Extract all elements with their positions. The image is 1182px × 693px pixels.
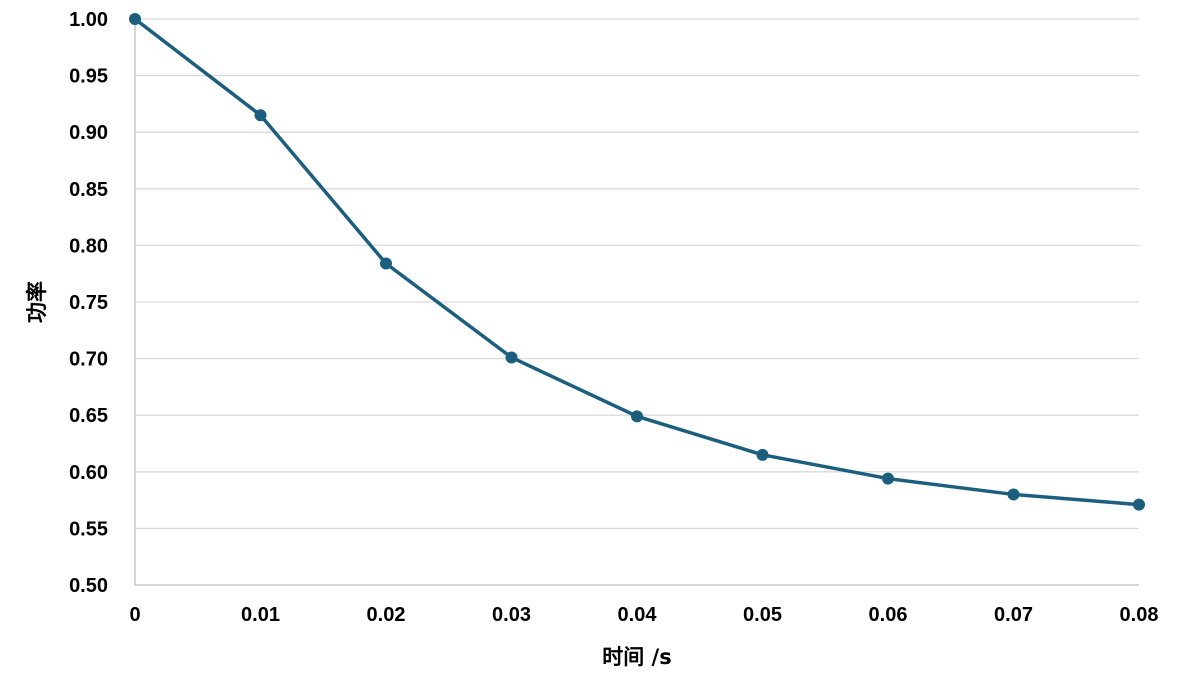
data-point	[129, 13, 141, 25]
axes	[134, 19, 1139, 586]
y-tick-labels: 0.50 0.55 0.60 0.65 0.70 0.75 0.80 0.85 0.90 0.95…	[69, 9, 108, 597]
y-tick-label: 0.65	[69, 405, 108, 427]
y-tick-label: 0.80	[69, 235, 108, 257]
x-tick-label: 0.01	[241, 604, 280, 626]
x-tick-labels: 0 0.01 0.02 0.03 0.04 0.05 0.06 0.07 0.08	[129, 604, 1158, 626]
x-tick-label: 0.04	[618, 604, 658, 626]
gridlines	[135, 18, 1139, 530]
y-tick-label: 0.90	[69, 122, 108, 144]
data-point	[254, 109, 267, 122]
x-axis-title: 时间 /s	[602, 645, 671, 669]
y-tick-label: 0.55	[69, 518, 108, 540]
y-tick-label: 0.85	[69, 179, 108, 201]
x-tick-label: 0.02	[367, 604, 406, 626]
data-point	[1133, 498, 1145, 511]
y-tick-label: 0.50	[69, 575, 108, 597]
data-point	[505, 351, 518, 364]
y-tick-label: 0.70	[69, 349, 108, 371]
data-point	[631, 410, 643, 423]
y-tick-label: 0.60	[69, 462, 108, 484]
x-tick-label: 0.06	[869, 604, 908, 626]
y-tick-label: 0.75	[69, 292, 108, 314]
x-tick-label: 0.07	[994, 604, 1033, 626]
series-group	[129, 13, 1145, 511]
y-tick-label: 1.00	[69, 9, 108, 31]
data-point	[1007, 488, 1020, 501]
series-line	[133, 17, 1141, 507]
data-point	[380, 257, 392, 270]
y-axis-title: 功率	[25, 281, 49, 323]
x-tick-label: 0	[129, 604, 140, 626]
x-tick-label: 0.05	[743, 604, 782, 626]
x-tick-label: 0.08	[1120, 604, 1159, 626]
data-point	[882, 472, 894, 485]
data-point	[756, 448, 769, 461]
y-tick-label: 0.95	[69, 66, 108, 88]
x-tick-label: 0.03	[492, 604, 531, 626]
